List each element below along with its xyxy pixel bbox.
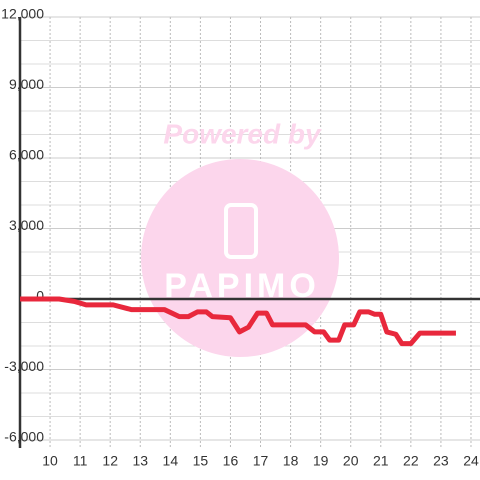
x-tick-label: 11: [73, 453, 88, 469]
x-tick-label: 22: [403, 453, 419, 469]
x-tick-label: 20: [343, 453, 359, 469]
y-tick-label: 3,000: [9, 217, 44, 233]
x-tick-label: 19: [313, 453, 329, 469]
x-tick-label: 18: [283, 453, 299, 469]
y-tick-label: -3,000: [4, 358, 44, 374]
x-tick-label: 24: [463, 453, 479, 469]
x-tick-label: 12: [102, 453, 118, 469]
y-tick-label: 0: [36, 288, 44, 304]
x-tick-label: 14: [163, 453, 179, 469]
watermark: Powered by PAPIMO: [141, 118, 339, 357]
watermark-icon: [224, 203, 258, 259]
x-tick-label: 16: [223, 453, 239, 469]
y-tick-label: 6,000: [9, 147, 44, 163]
x-tick-label: 21: [373, 453, 389, 469]
x-tick-label: 17: [253, 453, 269, 469]
data-line: [20, 296, 456, 347]
x-tick-label: 23: [433, 453, 449, 469]
x-tick-label: 15: [193, 453, 209, 469]
y-tick-label: -6,000: [4, 429, 44, 445]
x-tick-label: 10: [42, 453, 58, 469]
x-tick-label: 13: [132, 453, 148, 469]
y-tick-label: 9,000: [9, 76, 44, 92]
y-tick-label: 12,000: [1, 6, 44, 22]
watermark-text: Powered by: [163, 118, 322, 149]
